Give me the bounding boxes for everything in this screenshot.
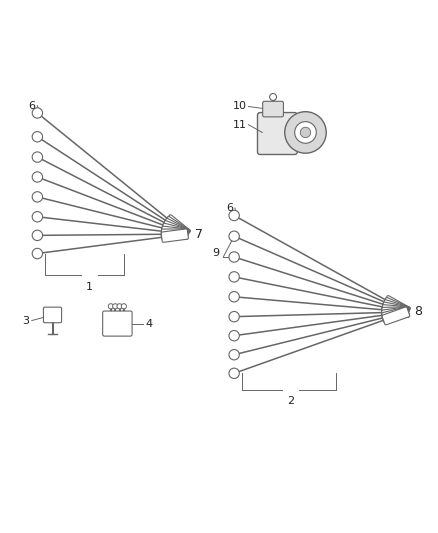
Circle shape <box>229 292 239 302</box>
Circle shape <box>32 108 42 118</box>
Text: 1: 1 <box>86 281 93 292</box>
Text: 6: 6 <box>226 203 233 213</box>
Text: 9: 9 <box>212 248 219 257</box>
FancyBboxPatch shape <box>161 226 188 239</box>
FancyBboxPatch shape <box>162 219 190 239</box>
Circle shape <box>229 350 239 360</box>
FancyBboxPatch shape <box>164 215 191 238</box>
FancyBboxPatch shape <box>162 229 188 239</box>
Text: 11: 11 <box>233 119 247 130</box>
Text: 3: 3 <box>23 316 30 326</box>
FancyBboxPatch shape <box>43 307 62 322</box>
Circle shape <box>32 248 42 259</box>
Circle shape <box>113 304 118 309</box>
Text: 10: 10 <box>233 101 247 111</box>
FancyBboxPatch shape <box>382 297 410 317</box>
Circle shape <box>32 132 42 142</box>
Circle shape <box>229 272 239 282</box>
Circle shape <box>300 127 311 138</box>
FancyBboxPatch shape <box>382 300 410 317</box>
FancyBboxPatch shape <box>382 307 410 325</box>
Circle shape <box>229 211 239 221</box>
FancyBboxPatch shape <box>102 311 132 336</box>
FancyBboxPatch shape <box>161 223 189 239</box>
Circle shape <box>117 304 122 309</box>
FancyBboxPatch shape <box>383 296 410 317</box>
FancyBboxPatch shape <box>381 302 409 317</box>
Circle shape <box>32 152 42 162</box>
FancyBboxPatch shape <box>162 221 189 239</box>
Text: 7: 7 <box>195 228 203 240</box>
Text: 4: 4 <box>145 319 152 328</box>
FancyBboxPatch shape <box>382 307 410 322</box>
Circle shape <box>229 252 239 262</box>
Circle shape <box>229 330 239 341</box>
Circle shape <box>121 304 127 309</box>
Circle shape <box>32 172 42 182</box>
Text: 6: 6 <box>28 101 35 111</box>
Circle shape <box>32 192 42 202</box>
Circle shape <box>229 368 239 378</box>
FancyBboxPatch shape <box>161 229 188 243</box>
FancyBboxPatch shape <box>163 216 190 239</box>
FancyBboxPatch shape <box>258 112 297 155</box>
Circle shape <box>229 231 239 241</box>
FancyBboxPatch shape <box>382 305 409 317</box>
Circle shape <box>295 122 316 143</box>
Circle shape <box>229 311 239 322</box>
Text: 8: 8 <box>414 305 423 318</box>
FancyBboxPatch shape <box>263 101 283 117</box>
Circle shape <box>32 230 42 240</box>
Circle shape <box>32 212 42 222</box>
FancyBboxPatch shape <box>381 307 409 320</box>
Circle shape <box>270 93 276 100</box>
Circle shape <box>285 112 326 153</box>
FancyBboxPatch shape <box>382 306 409 318</box>
Text: 2: 2 <box>287 396 294 406</box>
Circle shape <box>108 304 113 309</box>
